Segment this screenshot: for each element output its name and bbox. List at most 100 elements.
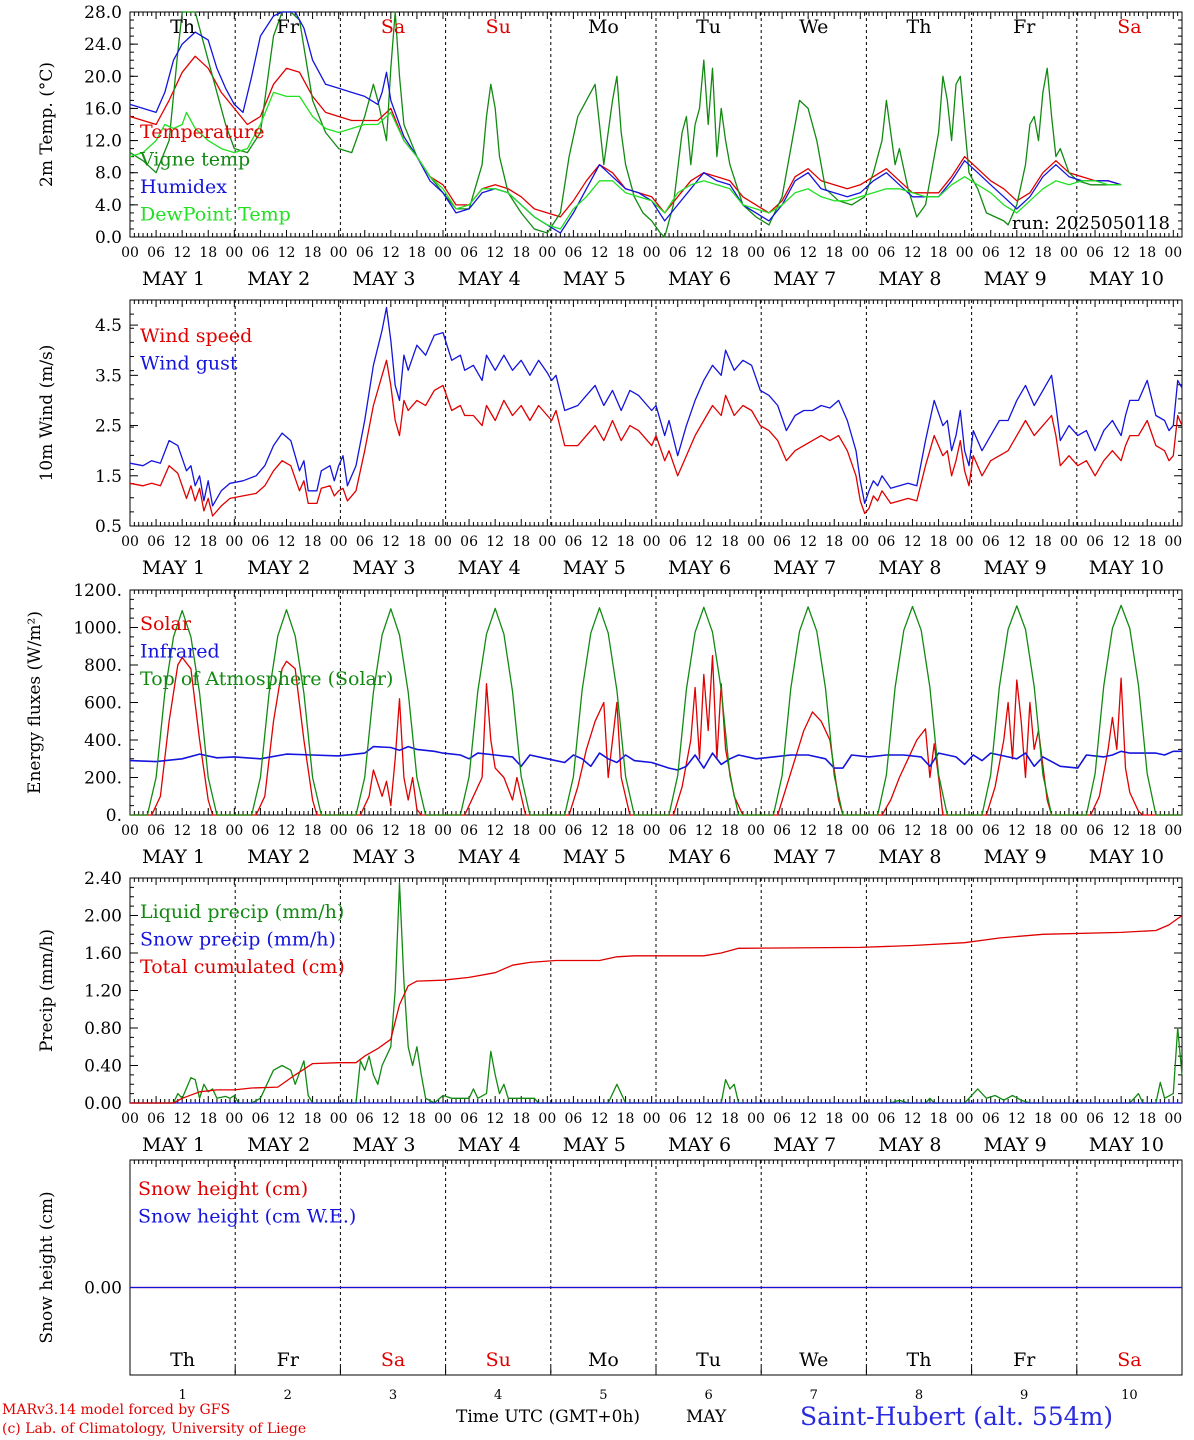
x-hour-label: 00	[956, 823, 974, 839]
x-hour-label: 00	[1164, 1111, 1182, 1127]
weekday-label: We	[799, 16, 828, 38]
x-hour-label: 06	[877, 245, 895, 261]
x-date-label: MAY 7	[773, 557, 836, 579]
x-hour-label: 06	[877, 1111, 895, 1127]
x-hour-label: 18	[1034, 1111, 1052, 1127]
x-hour-label: 18	[304, 534, 322, 550]
x-date-label: MAY 6	[668, 1134, 731, 1156]
x-hour-label: 18	[721, 534, 739, 550]
x-hour-label: 06	[356, 1111, 374, 1127]
legend-entry: Wind gust	[140, 353, 238, 375]
x-date-label: MAY 5	[563, 846, 626, 868]
x-hour-label: 12	[173, 245, 191, 261]
x-date-label: MAY 8	[878, 557, 941, 579]
x-date-label: MAY 10	[1089, 557, 1164, 579]
x-hour-label: 12	[591, 534, 609, 550]
x-hour-label: 00	[956, 534, 974, 550]
y-axis-title: Precip (mm/h)	[37, 929, 57, 1052]
weekday-label: Fr	[1013, 1349, 1036, 1371]
x-hour-label: 06	[356, 534, 374, 550]
legend-entry: Top of Atmosphere (Solar)	[140, 668, 393, 690]
x-date-label: MAY 5	[563, 1134, 626, 1156]
weekday-label: Tu	[696, 16, 721, 38]
x-hour-label: 18	[930, 245, 948, 261]
x-hour-label: 12	[173, 534, 191, 550]
x-hour-label: 06	[982, 1111, 1000, 1127]
x-hour-label: 06	[564, 1111, 582, 1127]
x-hour-label: 18	[825, 1111, 843, 1127]
x-hour-label: 06	[669, 1111, 687, 1127]
day-number-label: 10	[1121, 1388, 1138, 1403]
x-date-label: MAY 6	[668, 846, 731, 868]
y-tick-label: 0.40	[84, 1057, 122, 1077]
station-name: Saint-Hubert (alt. 554m)	[800, 1402, 1114, 1431]
x-hour-label: 00	[956, 1111, 974, 1127]
x-hour-label: 18	[930, 823, 948, 839]
x-date-label: MAY 2	[247, 268, 310, 290]
x-hour-label: 18	[617, 823, 635, 839]
x-hour-label: 12	[486, 534, 504, 550]
day-number-label: 7	[810, 1388, 818, 1403]
x-date-label: MAY 6	[668, 557, 731, 579]
y-tick-label: 24.0	[84, 35, 122, 55]
x-hour-label: 12	[904, 823, 922, 839]
y-axis-title: 2m Temp. (°C)	[37, 62, 57, 187]
legend-entry: Humidex	[140, 176, 227, 198]
weekday-label: Th	[170, 1349, 195, 1371]
x-hour-label: 12	[278, 1111, 296, 1127]
x-hour-label: 00	[225, 245, 243, 261]
x-hour-label: 00	[851, 245, 869, 261]
x-hour-label: 00	[956, 245, 974, 261]
x-date-label: MAY 2	[247, 557, 310, 579]
y-tick-label: 0.80	[84, 1019, 122, 1039]
x-hour-label: 18	[1034, 823, 1052, 839]
x-hour-label: 00	[330, 245, 348, 261]
y-tick-label: 800.	[84, 656, 122, 676]
x-hour-label: 18	[512, 1111, 530, 1127]
weekday-label: Fr	[277, 16, 300, 38]
x-hour-label: 00	[643, 823, 661, 839]
x-date-label: MAY 4	[458, 846, 521, 868]
panel-4: 0.00 0.40 0.80 1.20 1.60 2.00 2.40 Precip (mm/h…	[37, 869, 1183, 1156]
x-hour-label: 00	[1164, 245, 1182, 261]
x-hour-label: 12	[1112, 1111, 1130, 1127]
legend-entry: Snow precip (mm/h)	[140, 929, 336, 951]
x-hour-label: 18	[408, 245, 426, 261]
x-hour-label: 00	[121, 245, 139, 261]
x-hour-label: 00	[434, 245, 452, 261]
x-date-label: MAY 7	[773, 846, 836, 868]
x-hour-label: 06	[773, 534, 791, 550]
x-hour-label: 18	[408, 823, 426, 839]
x-hour-label: 18	[304, 1111, 322, 1127]
weekday-label: We	[799, 1349, 828, 1371]
day-number-label: 3	[389, 1388, 397, 1403]
x-hour-label: 00	[1060, 534, 1078, 550]
x-hour-label: 18	[930, 1111, 948, 1127]
x-hour-label: 12	[799, 823, 817, 839]
panel-2: 0.5 1.5 2.5 3.5 4.5 10m Wind (m/s) Wind speed W…	[37, 299, 1183, 579]
x-hour-label: 00	[851, 534, 869, 550]
legend-entry: Snow height (cm W.E.)	[138, 1206, 356, 1228]
x-date-label: MAY 9	[984, 557, 1047, 579]
weekday-label: Tu	[696, 1349, 721, 1371]
x-hour-label: 12	[695, 823, 713, 839]
weekday-label: Th	[907, 1349, 932, 1371]
x-hour-label: 06	[669, 245, 687, 261]
x-date-label: MAY 3	[352, 557, 415, 579]
x-hour-label: 00	[121, 534, 139, 550]
series-line-green	[130, 604, 1182, 816]
lab-credit: (c) Lab. of Climatology, University of L…	[2, 1421, 307, 1437]
y-tick-label: 4.0	[95, 196, 122, 216]
series-group	[129, 604, 1182, 816]
y-tick-label: 16.0	[84, 99, 122, 119]
x-hour-label: 06	[564, 245, 582, 261]
x-date-label: MAY 5	[563, 557, 626, 579]
x-hour-label: 12	[799, 245, 817, 261]
x-hour-label: 06	[460, 245, 478, 261]
panel-1: 0.0 4.0 8.0 12.0 16.0 20.0 24.0 28.0 2m Temp. (°…	[37, 3, 1183, 290]
x-hour-label: 12	[173, 1111, 191, 1127]
x-hour-label: 06	[669, 823, 687, 839]
x-hour-label: 12	[1112, 245, 1130, 261]
x-hour-label: 00	[434, 1111, 452, 1127]
day-number-label: 9	[1020, 1388, 1028, 1403]
